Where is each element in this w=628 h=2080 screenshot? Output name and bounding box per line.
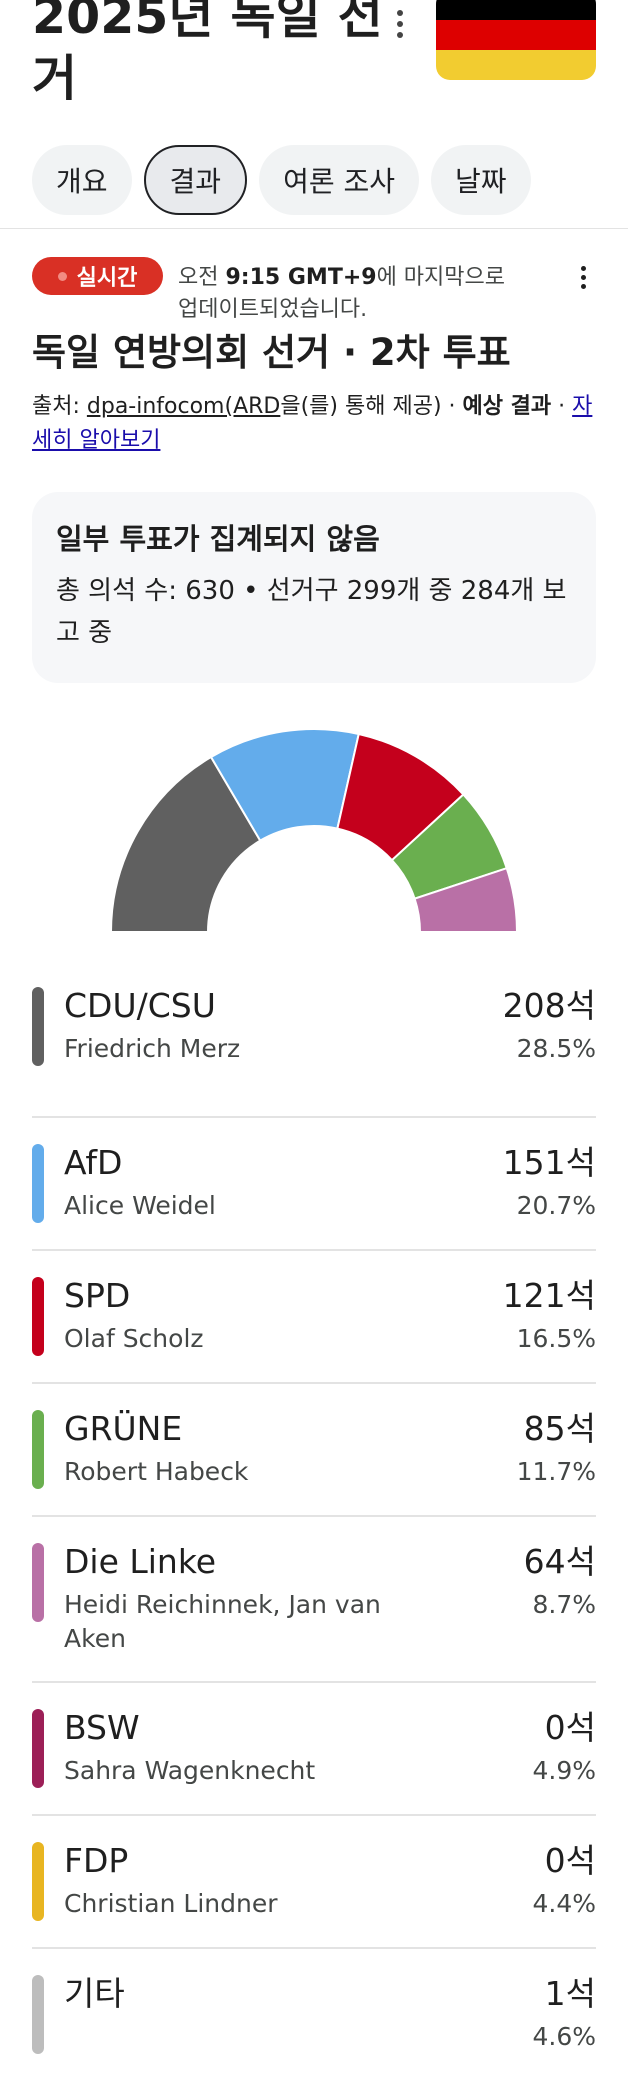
party-leader: Christian Lindner <box>64 1889 278 1918</box>
learn-more-link[interactable]: 자세히 알아보기 <box>32 394 593 453</box>
party-seats: 0석 <box>544 1708 596 1747</box>
info-title: 일부 투표가 집계되지 않음 <box>56 522 380 556</box>
party-leader: Alice Weidel <box>64 1191 216 1220</box>
source-prefix: 출처: <box>32 394 87 419</box>
card-more-icon[interactable] <box>574 262 592 292</box>
party-percent: 4.6% <box>532 2022 596 2051</box>
party-leader: Heidi Reichinnek, Jan van Aken <box>64 1590 381 1653</box>
info-text: 총 의석 수: 630 • 선거구 299개 중 284개 보고 중 <box>56 576 567 648</box>
party-seats: 121석 <box>502 1276 596 1315</box>
party-list: CDU/CSU Friedrich Merz 208석 28.5% AfD Alice W… <box>32 985 596 2080</box>
live-dot-icon <box>57 271 67 281</box>
party-name: GRÜNE <box>64 1409 183 1448</box>
party-percent: 16.5% <box>516 1324 596 1353</box>
party-percent: 20.7% <box>516 1191 596 1220</box>
party-name: AfD <box>64 1143 123 1182</box>
party-leader: Olaf Scholz <box>64 1324 204 1353</box>
party-name: CDU/CSU <box>64 986 216 1025</box>
party-row[interactable]: BSW Sahra Wagenknecht 0석 4.9% <box>32 1683 596 1816</box>
party-row[interactable]: CDU/CSU Friedrich Merz 208석 28.5% <box>32 985 596 1118</box>
tab-bar: 개요 결과 여론 조사 날짜 <box>32 145 531 215</box>
live-badge: 실시간 <box>32 257 163 295</box>
party-seats: 208석 <box>502 986 596 1025</box>
last-updated-text: 오전 9:15 GMT+9에 마지막으로 업데이트되었습니다. <box>178 262 518 326</box>
party-color-bar <box>32 1543 44 1622</box>
more-options-icon[interactable] <box>388 4 412 44</box>
tab-polls[interactable]: 여론 조사 <box>259 145 420 215</box>
party-color-bar <box>32 1277 44 1356</box>
updated-time: 9:15 GMT+9 <box>225 265 377 290</box>
source-name: dpa-infocom(ARD <box>86 394 281 419</box>
party-name: 기타 <box>64 1974 125 2013</box>
party-percent: 8.7% <box>532 1590 596 1619</box>
party-row[interactable]: Die Linke Heidi Reichinnek, Jan van Aken 6… <box>32 1517 596 1683</box>
tab-dates[interactable]: 날짜 <box>431 145 531 215</box>
party-row[interactable]: SPD Olaf Scholz 121석 16.5% <box>32 1251 596 1384</box>
germany-flag-icon <box>436 0 596 80</box>
party-color-bar <box>32 1410 44 1489</box>
party-percent: 4.9% <box>532 1756 596 1785</box>
seat-slice-cdu-csu[interactable] <box>109 755 262 933</box>
party-seats: 1석 <box>544 1974 596 2013</box>
party-row[interactable]: FDP Christian Lindner 0석 4.4% <box>32 1816 596 1949</box>
party-seats: 0석 <box>544 1841 596 1880</box>
election-title: 독일 연방의회 선거 · 2차 투표 <box>32 331 511 374</box>
party-color-bar <box>32 1842 44 1921</box>
party-seats: 151석 <box>502 1143 596 1182</box>
party-name: SPD <box>64 1276 131 1315</box>
source-suffix: 을(를) 통해 제공) · <box>280 394 463 419</box>
party-color-bar <box>32 1144 44 1223</box>
seat-chart <box>109 728 519 933</box>
party-color-bar <box>32 987 44 1066</box>
page-title: 2025년 독일 선거 <box>32 0 383 107</box>
party-color-bar <box>32 1975 44 2054</box>
party-row[interactable]: AfD Alice Weidel 151석 20.7% <box>32 1118 596 1251</box>
party-row[interactable]: GRÜNE Robert Habeck 85석 11.7% <box>32 1384 596 1517</box>
party-seats: 64석 <box>523 1542 596 1581</box>
source-line: 출처: dpa-infocom(ARD을(를) 통해 제공) · 예상 결과 ·… <box>32 390 602 458</box>
updated-suffix: 에 마지막으로 업데이트되었습니다. <box>178 265 505 322</box>
source-separator: · <box>551 394 573 419</box>
party-percent: 11.7% <box>516 1457 596 1486</box>
party-name: Die Linke <box>64 1542 217 1581</box>
party-leader: Friedrich Merz <box>64 1034 241 1063</box>
party-row[interactable]: 기타 1석 4.6% <box>32 1949 596 2080</box>
party-leader: Robert Habeck <box>64 1457 249 1486</box>
party-name: BSW <box>64 1708 140 1747</box>
party-percent: 28.5% <box>516 1034 596 1063</box>
party-seats: 85석 <box>523 1409 596 1448</box>
tab-results[interactable]: 결과 <box>143 145 248 215</box>
live-label: 실시간 <box>76 266 138 291</box>
seat-slice-die-linke[interactable] <box>413 866 519 933</box>
updated-prefix: 오전 <box>178 265 226 290</box>
party-percent: 4.4% <box>532 1889 596 1918</box>
estimate-label: 예상 결과 <box>462 394 552 419</box>
info-card: 일부 투표가 집계되지 않음 총 의석 수: 630 • 선거구 299개 중 … <box>32 492 596 683</box>
party-name: FDP <box>64 1841 129 1880</box>
divider <box>0 228 628 229</box>
party-color-bar <box>32 1709 44 1788</box>
party-leader: Sahra Wagenknecht <box>64 1756 316 1785</box>
tab-overview[interactable]: 개요 <box>32 145 132 215</box>
